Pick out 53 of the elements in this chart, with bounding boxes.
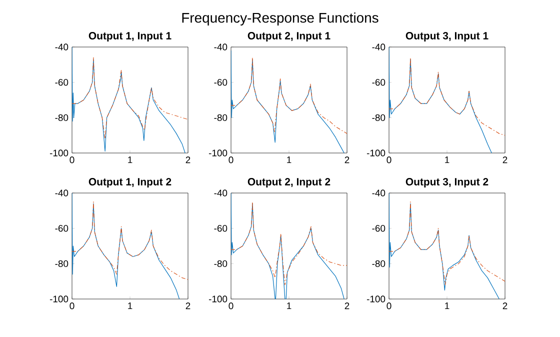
chart-title: Output 3, Input 1	[406, 32, 488, 42]
y-tick-label: -100	[50, 296, 68, 302]
x-tick-label: 0	[386, 156, 392, 164]
x-tick-label: 1	[128, 156, 132, 164]
y-tick-label: -40	[214, 190, 228, 196]
y-tick-label: -60	[55, 78, 68, 86]
x-tick-label: 1	[445, 302, 450, 310]
y-tick-label: -80	[55, 114, 68, 122]
y-tick-label: -80	[214, 114, 228, 122]
y-tick-label: -100	[208, 150, 228, 156]
line-series	[389, 57, 506, 136]
y-tick-label: -60	[55, 224, 68, 232]
y-tick-label: -40	[55, 190, 68, 196]
x-tick-label: 0	[228, 302, 234, 310]
x-tick-label: 0	[70, 156, 74, 164]
x-tick-label: 0	[228, 156, 234, 164]
x-tick-label: 2	[344, 156, 350, 164]
y-tick-label: -80	[372, 260, 386, 268]
x-tick-label: 1	[287, 302, 292, 310]
x-tick-label: 2	[502, 302, 508, 310]
y-tick-label: -100	[366, 296, 386, 302]
y-tick-label: -40	[372, 190, 386, 196]
y-tick-label: -60	[214, 78, 228, 86]
y-tick-label: -60	[214, 224, 228, 232]
text: Frequency-Response Functions	[182, 12, 378, 26]
x-tick-label: 1	[445, 156, 450, 164]
y-tick-label: -40	[55, 44, 68, 50]
y-tick-label: -80	[55, 260, 68, 268]
y-tick-label: -40	[372, 44, 386, 50]
y-tick-label: -40	[214, 44, 228, 50]
line-series	[72, 202, 188, 280]
x-tick-label: 0	[70, 302, 74, 310]
x-tick-label: 0	[386, 302, 392, 310]
y-tick-label: -100	[208, 296, 228, 302]
y-tick-label: -100	[50, 150, 68, 156]
chart-title: Output 2, Input 1	[248, 32, 330, 42]
chart-title: Output 2, Input 2	[248, 178, 330, 188]
x-tick-label: 1	[287, 156, 292, 164]
y-tick-label: -60	[372, 224, 386, 232]
chart-title: Output 3, Input 2	[406, 178, 488, 188]
line-series	[72, 57, 188, 140]
line-series	[389, 202, 506, 286]
chart-title: Output 1, Input 1	[88, 32, 172, 42]
y-tick-label: -60	[372, 78, 386, 86]
y-tick-label: -80	[214, 260, 228, 268]
x-tick-label: 1	[128, 302, 132, 310]
x-tick-label: 2	[186, 302, 190, 310]
y-tick-label: -80	[372, 114, 386, 122]
chart-title: Output 1, Input 2	[88, 178, 172, 188]
x-tick-label: 2	[502, 156, 508, 164]
y-tick-label: -100	[366, 150, 386, 156]
x-tick-label: 2	[344, 302, 350, 310]
x-tick-label: 2	[186, 156, 190, 164]
